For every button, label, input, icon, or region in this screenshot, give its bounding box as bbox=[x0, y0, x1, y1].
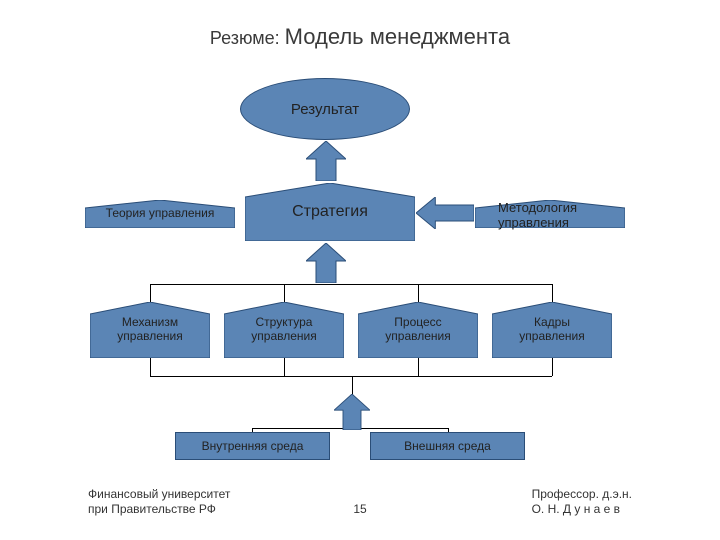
node-mechanism: Механизм управления bbox=[90, 302, 210, 358]
node-structure: Структура управления bbox=[224, 302, 344, 358]
node-internal-env: Внутренняя среда bbox=[175, 432, 330, 460]
node-strategy-label: Стратегия bbox=[286, 203, 374, 221]
node-process-label: Процесс управления bbox=[379, 316, 456, 344]
node-external-env-label: Внешняя среда bbox=[404, 439, 491, 453]
arrow-up-3 bbox=[334, 394, 370, 430]
node-methodology-label: Методология управления bbox=[498, 184, 577, 231]
node-internal-env-label: Внутренняя среда bbox=[202, 439, 304, 453]
node-result-label: Результат bbox=[291, 101, 359, 118]
footer-right-line2: О. Н. Д у н а е в bbox=[532, 502, 632, 518]
footer-right-line1: Профессор. д.э.н. bbox=[532, 487, 632, 503]
node-staff: Кадры управления bbox=[492, 302, 612, 358]
node-staff-label: Кадры управления bbox=[513, 316, 590, 344]
footer-page-number: 15 bbox=[353, 502, 366, 516]
slide-title: Резюме: Модель менеджмента bbox=[0, 24, 720, 50]
arrow-up-2 bbox=[306, 243, 346, 283]
node-external-env: Внешняя среда bbox=[370, 432, 525, 460]
node-mechanism-label: Механизм управления bbox=[111, 316, 188, 344]
node-strategy: Стратегия bbox=[245, 183, 415, 241]
title-main: Модель менеджмента bbox=[285, 24, 510, 49]
arrow-up-1 bbox=[306, 141, 346, 181]
node-process: Процесс управления bbox=[358, 302, 478, 358]
title-prefix: Резюме: bbox=[210, 28, 285, 48]
footer-left-line1: Финансовый университет bbox=[88, 487, 230, 503]
arrow-left-1 bbox=[416, 197, 474, 229]
node-structure-label: Структура управления bbox=[245, 316, 322, 344]
node-result: Результат bbox=[240, 78, 410, 140]
node-theory: Теория управления bbox=[85, 200, 235, 228]
footer-right: Профессор. д.э.н. О. Н. Д у н а е в bbox=[532, 487, 632, 518]
node-theory-label: Теория управления bbox=[100, 207, 221, 221]
